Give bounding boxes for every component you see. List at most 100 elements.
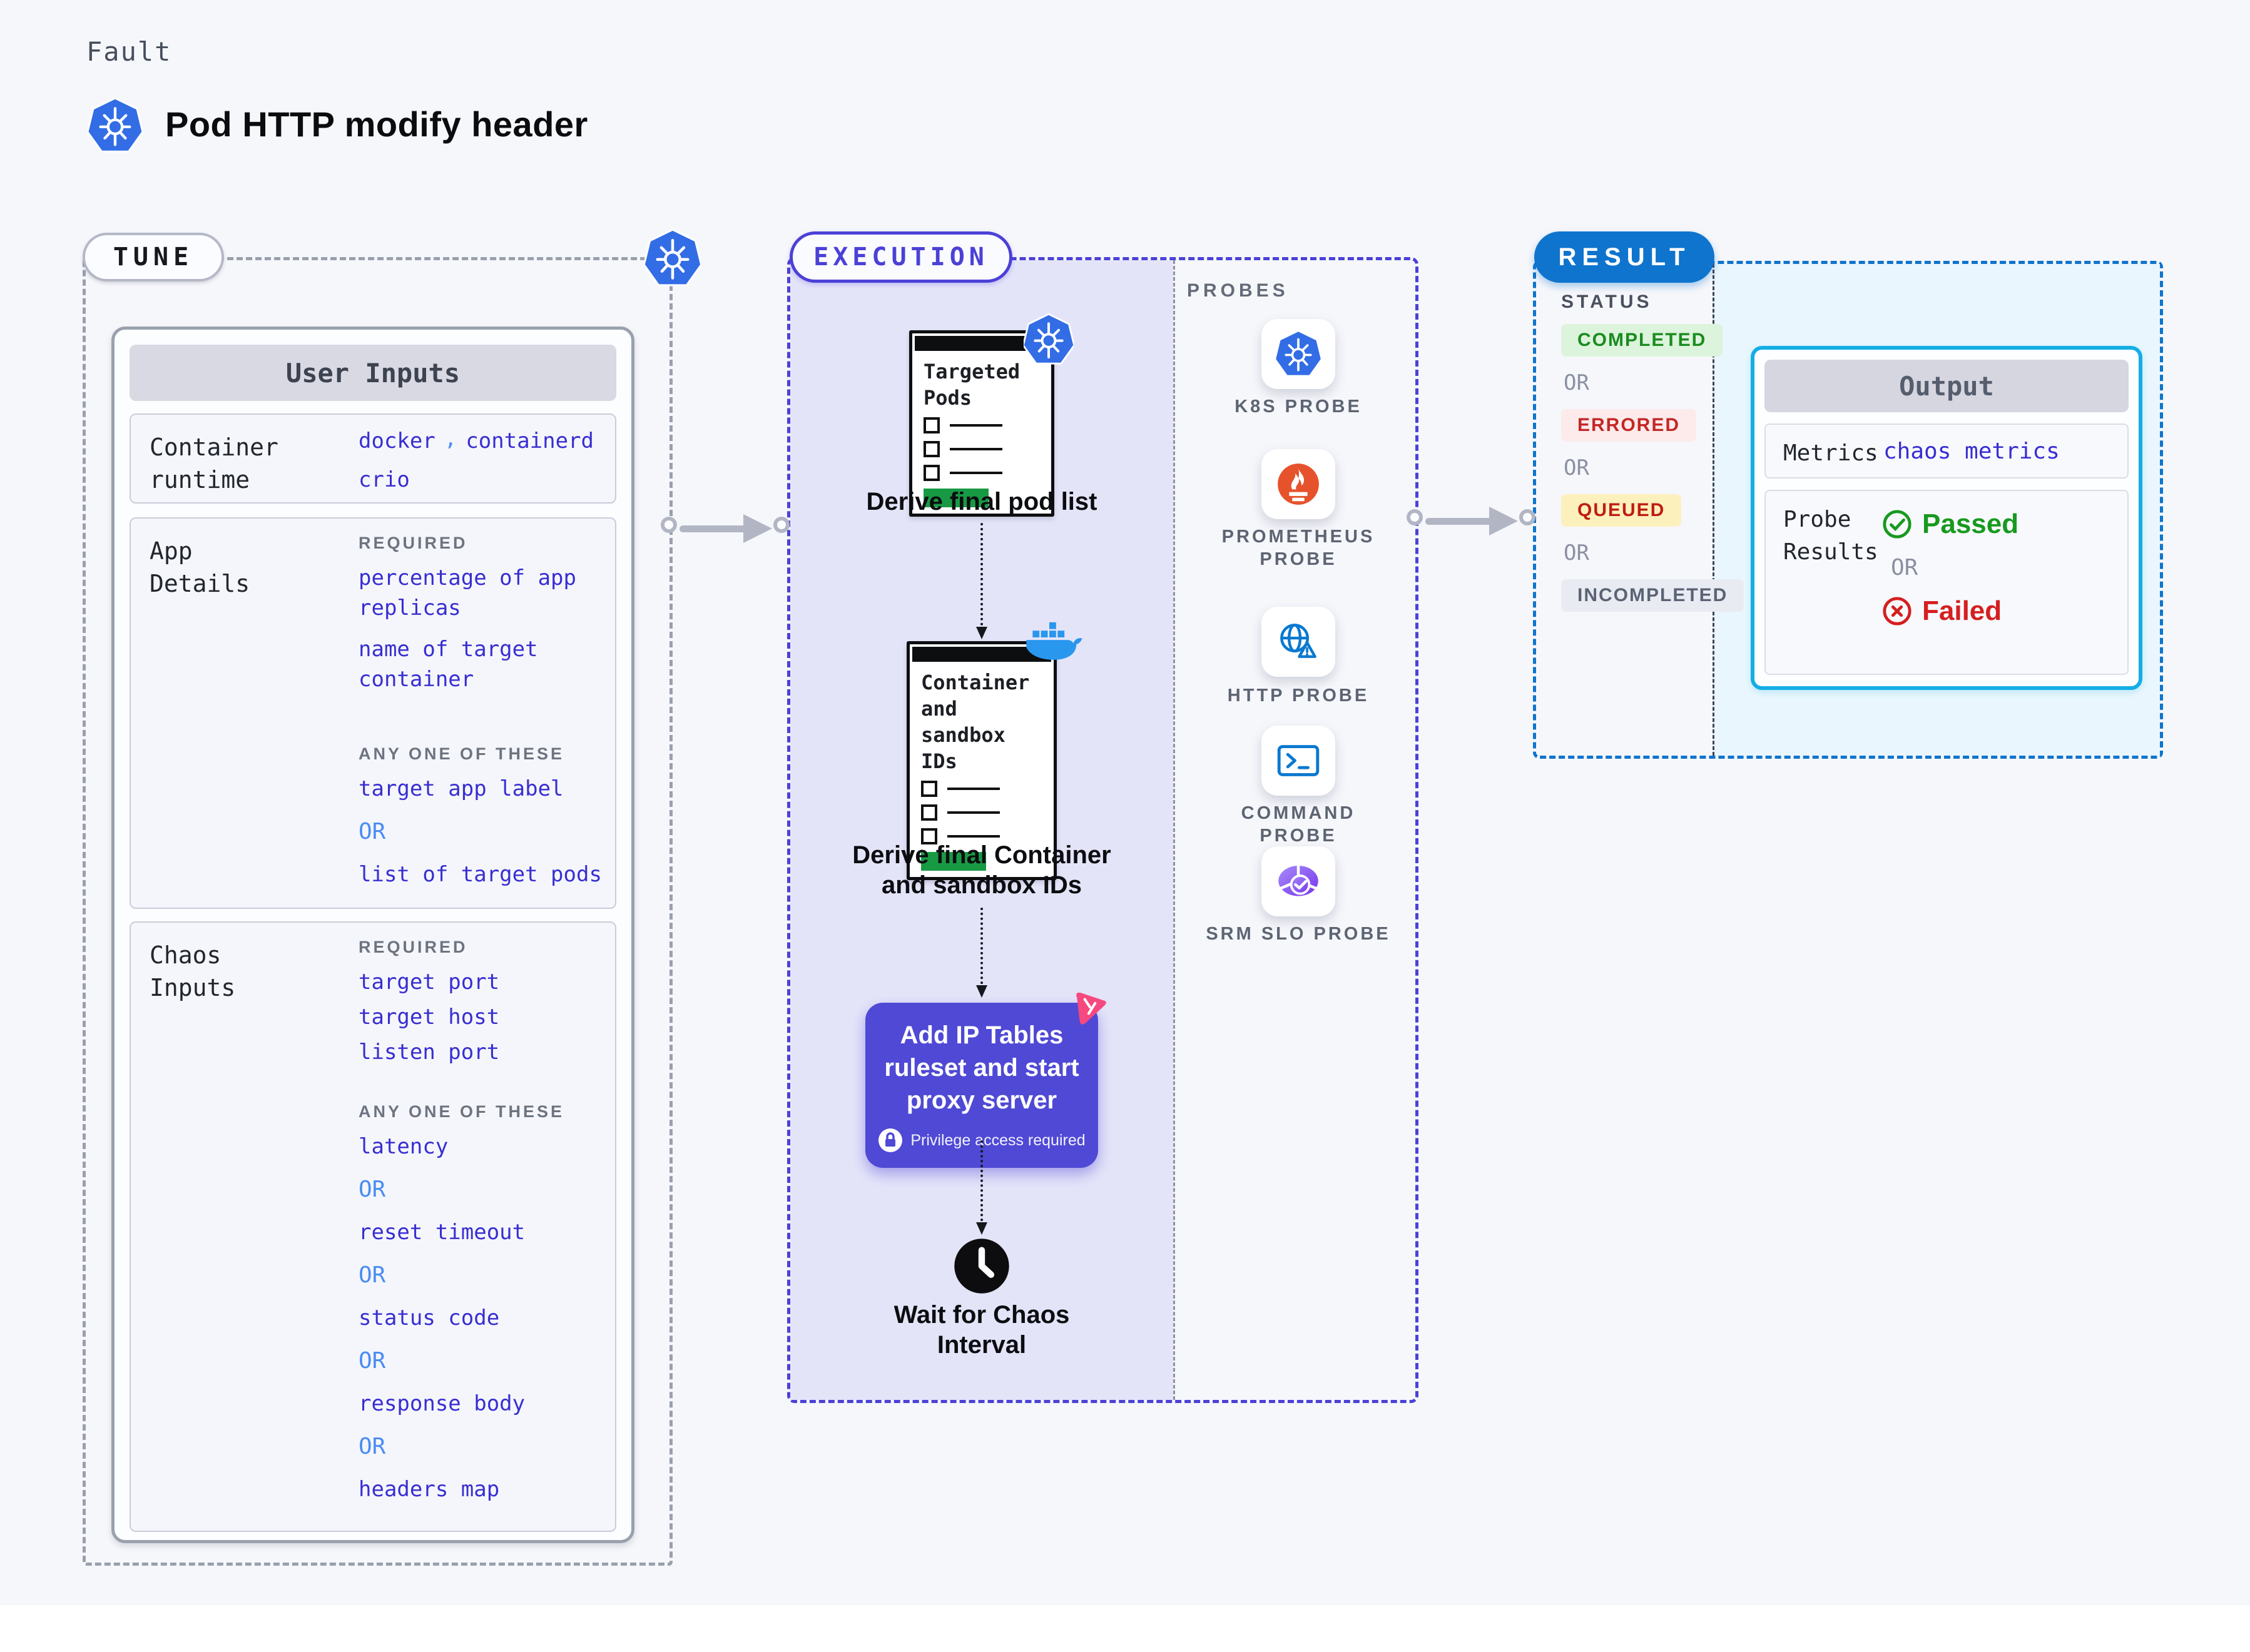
probe-results-row: Probe Results Passed OR — [1764, 490, 2129, 675]
probes-divider — [1173, 260, 1175, 1400]
metrics-label: Metrics — [1783, 440, 1878, 466]
option-item: headers map — [359, 1477, 500, 1502]
clock-icon — [953, 1237, 1010, 1295]
metrics-row: Metrics chaos metrics — [1764, 423, 2129, 479]
execution-to-result-arrow — [1407, 502, 1543, 542]
result-panel: STATUS COMPLETED OR ERRORED OR QUEUED OR… — [1533, 261, 2163, 759]
tune-to-execution-arrow — [661, 509, 797, 549]
chaos-inputs-label: Chaos Inputs — [150, 941, 236, 1001]
runtime-value: crio — [359, 467, 410, 492]
app-details-column: REQUIRED percentage of app replicas name… — [359, 534, 621, 898]
option-item: status code — [359, 1305, 500, 1330]
probe-label: HTTP PROBE — [1227, 686, 1370, 706]
any-one-label: ANY ONE OF THESE — [359, 744, 565, 763]
required-item: target port — [359, 970, 500, 995]
card-title: Targeted Pods — [924, 360, 1021, 410]
tune-badge: TUNE — [83, 233, 224, 281]
probe-results-label: Probe Results — [1783, 507, 1878, 565]
x-circle-icon — [1883, 597, 1911, 626]
option-item: list of target pods — [359, 862, 602, 887]
container-runtime-values: docker , containerd crio — [359, 426, 621, 495]
runtime-value: docker — [359, 428, 435, 454]
kubernetes-icon — [1275, 330, 1321, 378]
step-caption: Derive final pod list — [866, 488, 1097, 515]
runtime-value: containerd — [466, 428, 594, 454]
or-label: OR — [1564, 455, 1589, 480]
option-item: target app label — [359, 776, 564, 801]
or-label: OR — [359, 1177, 386, 1202]
result-badge: RESULT — [1534, 231, 1714, 283]
progress-bar — [924, 489, 989, 507]
chaos-inputs-box: Chaos Inputs REQUIRED target port target… — [130, 921, 616, 1532]
status-column: COMPLETED OR ERRORED OR QUEUED OR INCOMP… — [1561, 324, 1744, 624]
output-box: Output Metrics chaos metrics Probe Resul… — [1751, 346, 2142, 690]
container-runtime-label: Container runtime — [150, 433, 278, 494]
or-label: OR — [1891, 555, 1918, 580]
probe-label: K8S PROBE — [1234, 397, 1362, 417]
required-label: REQUIRED — [359, 534, 468, 552]
slo-gauge-icon — [1278, 866, 1318, 896]
or-label: OR — [359, 1434, 386, 1459]
required-label: REQUIRED — [359, 938, 468, 956]
or-label: OR — [1564, 540, 1589, 565]
option-item: response body — [359, 1391, 526, 1416]
option-item: latency — [359, 1134, 449, 1159]
user-inputs-title: User Inputs — [130, 345, 616, 401]
required-item: name of target container — [359, 637, 538, 692]
execution-badge: EXECUTION — [790, 231, 1012, 283]
step-caption: Derive final Container and sandbox IDs — [852, 841, 1111, 899]
step-caption: Wait for Chaos Interval — [893, 1301, 1070, 1359]
required-item: target host — [359, 1005, 500, 1030]
chaos-pinwheel-icon — [1076, 992, 1106, 1025]
user-inputs-card: User Inputs Container runtime docker , c… — [111, 327, 634, 1543]
container-runtime-row: Container runtime docker , containerd cr… — [130, 413, 616, 504]
flow-connector — [976, 1140, 987, 1235]
http-globe-warning-icon — [1280, 624, 1316, 658]
kubernetes-icon — [1024, 313, 1074, 366]
docker-icon — [1026, 622, 1082, 660]
metrics-value: chaos metrics — [1883, 438, 2060, 464]
flow-connector — [976, 523, 987, 639]
footer-strip — [0, 1605, 2250, 1652]
or-label: OR — [359, 1348, 386, 1374]
app-details-box: App Details REQUIRED percentage of app r… — [130, 517, 616, 909]
failed-label: Failed — [1922, 595, 2002, 626]
or-label: OR — [1564, 370, 1589, 395]
kubernetes-icon — [88, 98, 143, 154]
action-title: Add IP Tables ruleset and start proxy se… — [884, 1021, 1079, 1114]
passed-label: Passed — [1922, 509, 2019, 539]
runtime-separator: , — [444, 426, 457, 451]
execution-panel: Targeted Pods Derive final pod list Cont… — [787, 257, 1418, 1403]
status-badge: COMPLETED — [1561, 324, 1723, 357]
status-label: STATUS — [1561, 291, 1652, 312]
progress-bar — [921, 852, 986, 871]
probe-label: PROMETHEUS PROBE — [1221, 527, 1375, 569]
status-badge: ERRORED — [1561, 409, 1697, 442]
probe-card — [1261, 449, 1335, 519]
probes-label: PROBES — [1187, 280, 1289, 301]
fault-kicker: Fault — [86, 36, 172, 67]
status-badge: INCOMPLETED — [1561, 579, 1744, 612]
flow-connector — [976, 908, 987, 998]
probe-card — [1261, 846, 1335, 916]
or-label: OR — [359, 1262, 386, 1288]
page-title: Pod HTTP modify header — [165, 104, 588, 144]
terminal-icon — [1277, 745, 1320, 776]
required-item: listen port — [359, 1040, 500, 1065]
check-circle-icon — [1883, 510, 1911, 539]
prometheus-icon — [1278, 464, 1319, 505]
card-title: Container and sandbox IDs — [921, 671, 1030, 773]
kubernetes-icon — [644, 229, 701, 288]
probe-label: SRM SLO PROBE — [1206, 924, 1391, 944]
required-item: percentage of app replicas — [359, 565, 576, 621]
result-divider — [1713, 264, 1714, 756]
lock-icon — [878, 1128, 903, 1152]
status-badge: QUEUED — [1561, 494, 1682, 527]
chaos-inputs-column: REQUIRED target port target host listen … — [359, 938, 621, 1513]
probe-card — [1261, 726, 1335, 796]
probe-card — [1261, 319, 1335, 389]
any-one-label: ANY ONE OF THESE — [359, 1102, 565, 1121]
targeted-pods-card: Targeted Pods — [909, 330, 1054, 517]
container-sandbox-card: Container and sandbox IDs — [907, 622, 1082, 880]
